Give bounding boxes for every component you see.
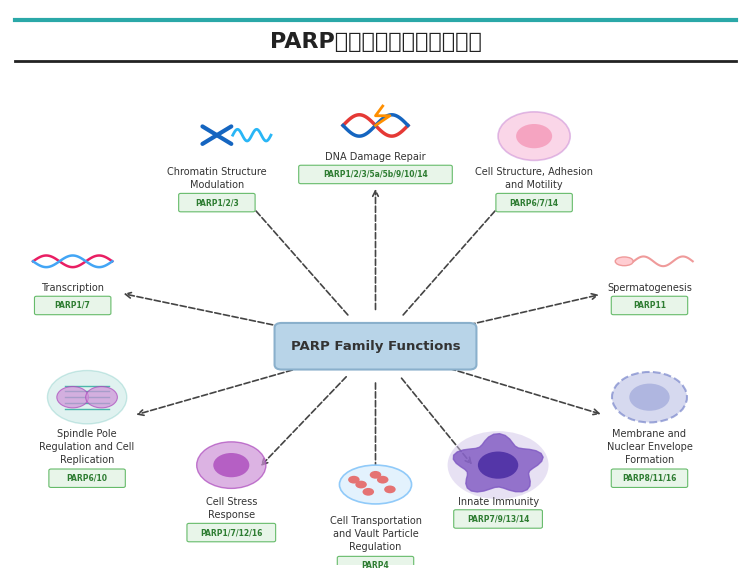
Text: PARP1/2/3/5a/5b/9/10/14: PARP1/2/3/5a/5b/9/10/14 [323, 170, 428, 179]
Ellipse shape [615, 257, 633, 266]
Text: Spermatogenesis: Spermatogenesis [607, 283, 692, 293]
FancyBboxPatch shape [299, 165, 452, 184]
Text: PARP1/7: PARP1/7 [55, 301, 91, 310]
FancyBboxPatch shape [454, 510, 542, 528]
Text: PARP8/11/16: PARP8/11/16 [623, 474, 677, 483]
Text: Transcription: Transcription [41, 283, 104, 293]
Circle shape [57, 387, 89, 408]
Circle shape [213, 453, 249, 477]
Text: PARP11: PARP11 [633, 301, 666, 310]
Text: PARP6/10: PARP6/10 [67, 474, 107, 483]
Text: Cell Transportation
and Vault Particle
Regulation: Cell Transportation and Vault Particle R… [330, 516, 421, 552]
FancyBboxPatch shape [179, 194, 255, 212]
Text: PARP1/7/12/16: PARP1/7/12/16 [200, 528, 263, 537]
Text: Cell Stress
Response: Cell Stress Response [206, 497, 257, 520]
Circle shape [363, 488, 374, 495]
Circle shape [385, 486, 396, 493]
Circle shape [498, 112, 570, 160]
Text: Spindle Pole
Regulation and Cell
Replication: Spindle Pole Regulation and Cell Replica… [40, 429, 134, 465]
FancyBboxPatch shape [275, 323, 476, 370]
Ellipse shape [339, 465, 412, 504]
Circle shape [348, 476, 360, 484]
FancyBboxPatch shape [611, 296, 688, 315]
Polygon shape [454, 433, 543, 492]
Circle shape [86, 387, 117, 408]
Text: Cell Structure, Adhesion
and Motility: Cell Structure, Adhesion and Motility [475, 167, 593, 190]
Text: Membrane and
Nuclear Envelope
Formation: Membrane and Nuclear Envelope Formation [607, 429, 692, 465]
Text: PARP6/7/14: PARP6/7/14 [510, 198, 559, 207]
FancyBboxPatch shape [611, 469, 688, 487]
Circle shape [516, 124, 552, 148]
Circle shape [448, 431, 548, 499]
Text: PARP Family Functions: PARP Family Functions [291, 340, 460, 353]
Text: DNA Damage Repair: DNA Damage Repair [325, 152, 426, 162]
Text: Innate Immunity: Innate Immunity [457, 497, 538, 507]
Circle shape [47, 370, 127, 424]
Circle shape [629, 384, 670, 411]
FancyBboxPatch shape [496, 194, 572, 212]
Text: Chromatin Structure
Modulation: Chromatin Structure Modulation [167, 167, 267, 190]
Circle shape [612, 372, 687, 422]
Text: PARP蛋白家族已被证实的作用: PARP蛋白家族已被证实的作用 [270, 32, 481, 52]
Text: PARP1/2/3: PARP1/2/3 [195, 198, 239, 207]
FancyBboxPatch shape [35, 296, 111, 315]
Circle shape [377, 476, 388, 484]
Circle shape [369, 471, 382, 479]
FancyBboxPatch shape [49, 469, 125, 487]
FancyBboxPatch shape [187, 524, 276, 542]
Text: PARP7/9/13/14: PARP7/9/13/14 [467, 514, 529, 524]
Circle shape [197, 442, 266, 488]
Text: PARP4: PARP4 [362, 561, 389, 570]
FancyBboxPatch shape [337, 556, 414, 575]
Circle shape [478, 452, 518, 479]
Circle shape [355, 481, 366, 488]
